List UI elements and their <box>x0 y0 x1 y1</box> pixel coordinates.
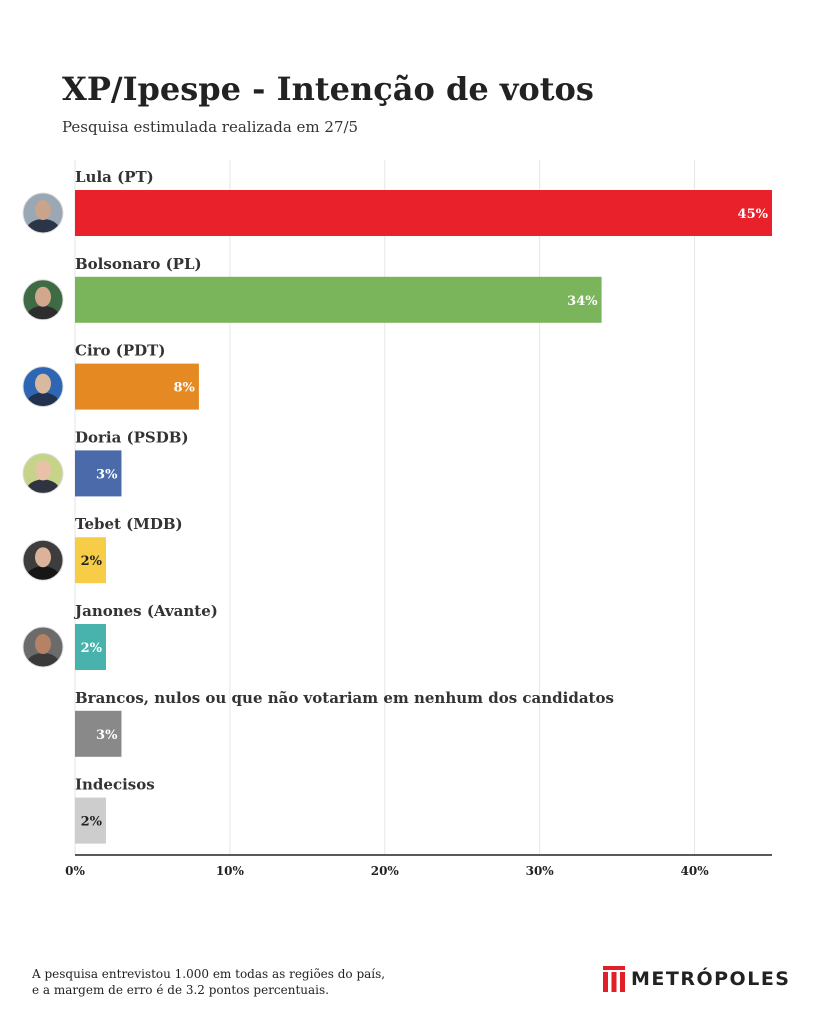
chart-subtitle: Pesquisa estimulada realizada em 27/5 <box>62 118 359 136</box>
category-label: Bolsonaro (PL) <box>75 255 202 273</box>
category-label: Brancos, nulos ou que não votariam em ne… <box>75 689 614 707</box>
category-label: Janones (Avante) <box>73 602 218 620</box>
bar <box>75 797 106 844</box>
x-tick-label: 0% <box>65 864 85 878</box>
logo-m-icon <box>603 966 625 992</box>
category-label: Doria (PSDB) <box>75 428 189 446</box>
x-tick-label: 10% <box>216 864 245 878</box>
data-label: 8% <box>174 381 196 396</box>
category-label: Ciro (PDT) <box>75 342 165 360</box>
category-label: Lula (PT) <box>75 168 154 186</box>
data-label: 2% <box>81 815 103 830</box>
footnote: A pesquisa entrevistou 1.000 em todas as… <box>32 966 385 998</box>
tebet-avatar <box>22 539 64 581</box>
data-label: 2% <box>81 641 103 656</box>
data-label: 3% <box>96 467 118 482</box>
bar <box>75 537 106 584</box>
metropoles-logo: METRÓPOLES <box>603 966 790 992</box>
lula-avatar <box>22 192 64 234</box>
category-label: Indecisos <box>75 776 155 794</box>
footnote-line-2: e a margem de erro é de 3.2 pontos perce… <box>32 983 329 997</box>
janones-avatar <box>22 626 64 668</box>
x-tick-label: 40% <box>681 864 710 878</box>
data-label: 3% <box>96 728 118 743</box>
ciro-avatar <box>22 366 64 408</box>
bar <box>75 710 122 757</box>
doria-avatar <box>22 452 64 494</box>
chart-title: XP/Ipespe - Intenção de votos <box>62 70 594 108</box>
data-label: 34% <box>567 294 598 309</box>
logo-wordmark: METRÓPOLES <box>631 968 791 990</box>
x-tick-label: 20% <box>371 864 400 878</box>
bolsonaro-avatar <box>22 279 64 321</box>
data-label: 45% <box>738 207 769 222</box>
data-label: 2% <box>81 554 103 569</box>
bar-chart: Lula (PT) 45% Bolsonaro (PL) 34% Ciro (PDT) 8… <box>22 160 772 878</box>
bar <box>75 363 199 410</box>
category-label: Tebet (MDB) <box>75 515 183 533</box>
bar <box>75 190 772 236</box>
bar <box>75 450 122 497</box>
x-tick-label: 30% <box>526 864 555 878</box>
bar <box>75 624 106 670</box>
bar <box>75 276 602 323</box>
footnote-line-1: A pesquisa entrevistou 1.000 em todas as… <box>32 967 386 981</box>
